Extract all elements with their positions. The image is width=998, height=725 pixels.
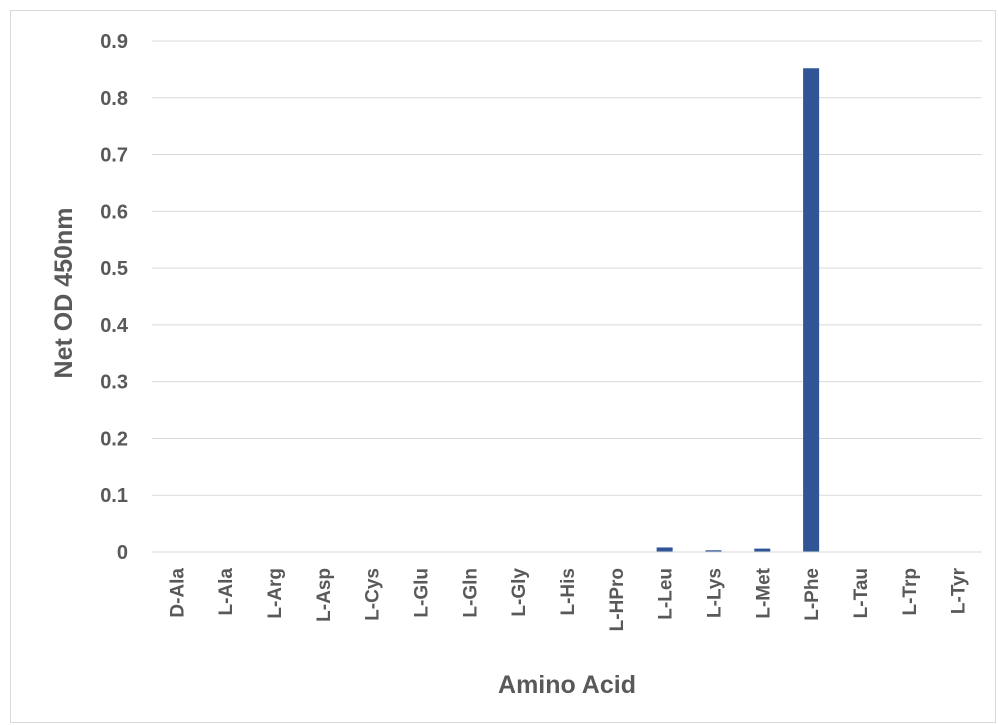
x-axis-title: Amino Acid — [498, 671, 636, 699]
y-axis-title: Net OD 450nm — [50, 208, 78, 379]
y-tick-label: 0.9 — [100, 31, 128, 53]
x-tick-label: L-Met — [753, 567, 774, 618]
x-tick-label: L-Leu — [656, 568, 677, 620]
y-tick-label: 0 — [117, 542, 128, 564]
bar — [803, 68, 820, 553]
x-tick-label: L-Gly — [509, 568, 530, 617]
x-tick-label: L-Cys — [363, 568, 384, 621]
y-tick-label: 0.6 — [100, 201, 128, 223]
y-tick-label: 0.2 — [100, 428, 128, 450]
x-tick-label: L-Trp — [900, 568, 921, 616]
bar — [705, 550, 722, 552]
y-axis-ticks: 0 0.1 0.2 0.3 0.4 0.5 0.6 0.7 0.8 0.9 — [100, 31, 129, 564]
y-tick-label: 0.5 — [100, 258, 128, 280]
bar — [656, 547, 673, 552]
x-tick-label: L-Glu — [412, 568, 433, 618]
x-tick-label: L-Tyr — [949, 567, 970, 614]
y-tick-label: 0.4 — [100, 315, 129, 337]
y-tick-label: 0.8 — [100, 88, 128, 110]
y-tick-label: 0.3 — [100, 372, 128, 394]
x-tick-label: L-Tau — [851, 568, 872, 618]
x-tick-label: L-His — [558, 568, 579, 616]
y-tick-label: 0.7 — [100, 145, 128, 167]
gridlines — [152, 40, 982, 496]
x-tick-label: L-Lys — [704, 568, 725, 618]
bar — [754, 548, 771, 552]
bars — [656, 68, 820, 553]
x-tick-label: L-HPro — [607, 568, 628, 631]
y-tick-label: 0.1 — [100, 485, 128, 507]
x-tick-label: D-Ala — [167, 568, 188, 618]
x-axis-ticks: D-Ala L-Ala L-Arg L-Asp L-Cys L-Glu L-Gln L-Gly… — [167, 567, 969, 631]
x-tick-label: L-Phe — [802, 568, 823, 621]
x-tick-label: L-Gln — [460, 568, 481, 618]
x-tick-label: L-Arg — [265, 568, 286, 619]
x-tick-label: L-Asp — [314, 568, 335, 622]
chart-area — [10, 10, 996, 723]
x-tick-label: L-Ala — [216, 568, 237, 616]
